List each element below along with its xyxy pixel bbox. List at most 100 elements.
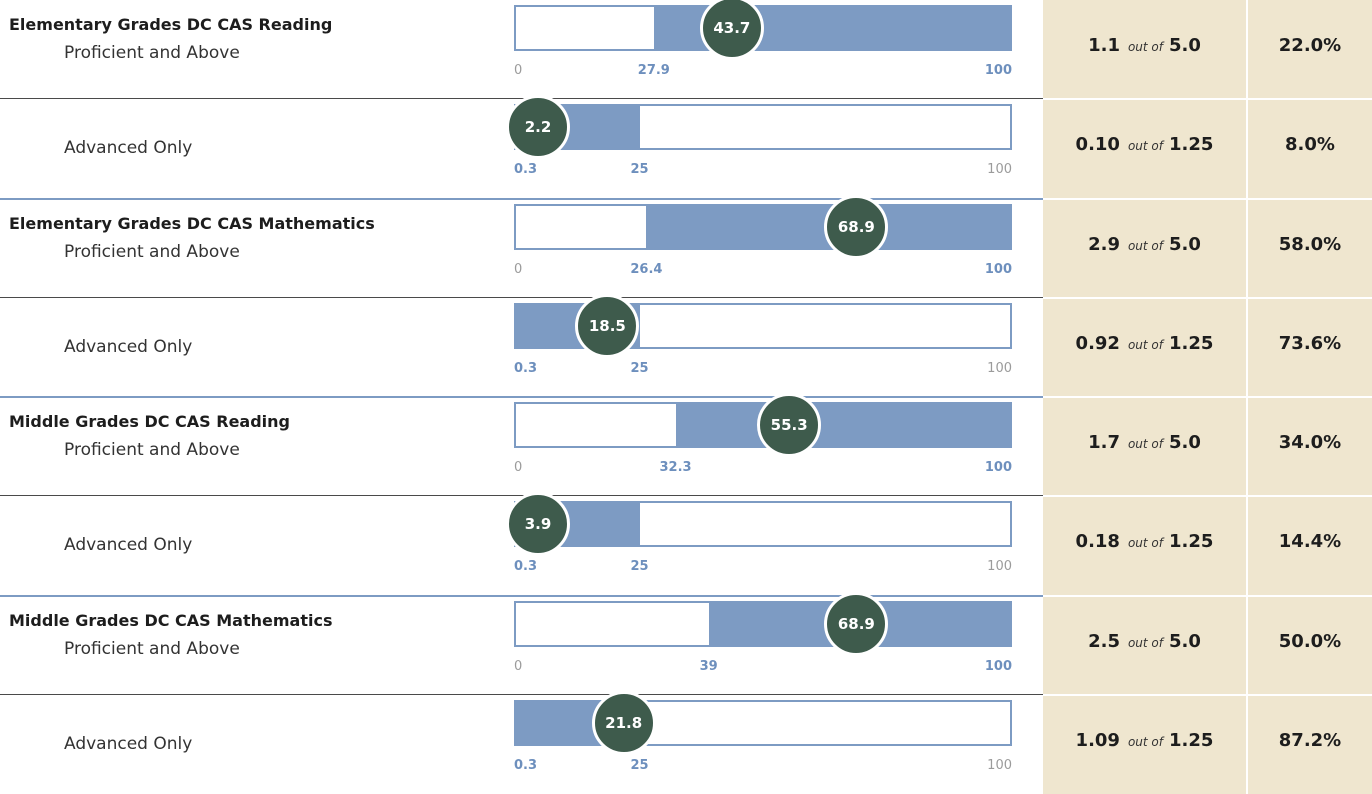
value-bubble: 68.9	[824, 194, 889, 259]
points-max: 1.25	[1169, 729, 1214, 751]
percent-score: 22.0%	[1278, 35, 1342, 56]
points-max: 1.25	[1169, 531, 1214, 553]
value-bubble: 21.8	[591, 690, 656, 755]
tick-label: 25	[630, 162, 649, 178]
out-of-label: out of	[1127, 536, 1164, 551]
points-max: 5.0	[1169, 432, 1201, 453]
points-max: 5.0	[1169, 35, 1201, 56]
bar-frame	[514, 699, 1012, 746]
group-title: Elementary Grades DC CAS Mathematics	[9, 213, 375, 233]
points-score: 1.1 out of 5.0	[1043, 35, 1246, 56]
bar-frame	[514, 203, 1012, 250]
points-score: 0.10 out of 1.25	[1043, 134, 1246, 155]
out-of-label: out of	[1127, 437, 1164, 451]
row-separator	[0, 396, 1043, 398]
row-separator	[0, 693, 1043, 695]
score-row-separator	[1043, 693, 1372, 696]
metric-label: Proficient and Above	[64, 440, 240, 460]
tick-label: 0.3	[514, 757, 538, 773]
points-score: 1.09 out of 1.25	[1043, 730, 1246, 751]
points-value: 1.7	[1088, 432, 1120, 453]
score-row-separator	[1043, 296, 1372, 299]
score-row-separator	[1043, 594, 1372, 597]
tick-label: 0	[514, 658, 523, 674]
tick-label: 25	[630, 360, 649, 376]
tick-label: 100	[987, 162, 1012, 178]
value-bubble: 2.2	[506, 95, 570, 160]
points-score: 2.5 out of 5.0	[1043, 631, 1246, 652]
group-title: Middle Grades DC CAS Reading	[9, 412, 290, 431]
tick-label: 0	[514, 460, 523, 475]
points-value: 1.09	[1075, 729, 1120, 751]
value-bubble: 18.5	[575, 293, 640, 358]
percent-score: 34.0%	[1278, 432, 1342, 453]
bar-fill	[675, 404, 1010, 446]
points-score: 0.18 out of 1.25	[1043, 531, 1246, 552]
tick-label: 100	[987, 559, 1012, 575]
tick-label: 0.3	[514, 162, 538, 178]
score-row-separator	[1043, 197, 1372, 200]
out-of-label: out of	[1127, 139, 1164, 154]
tick-label: 0	[514, 63, 523, 78]
percent-score: 14.4%	[1278, 531, 1342, 553]
tick-label: 39	[699, 658, 718, 674]
metric-label: Advanced Only	[64, 138, 193, 159]
percent-score: 58.0%	[1278, 233, 1342, 255]
points-value: 0.18	[1075, 531, 1120, 553]
group-title: Middle Grades DC CAS Mathematics	[9, 610, 333, 630]
bar-frame	[514, 600, 1012, 647]
tick-label: 100	[984, 658, 1012, 674]
tick-label: 100	[987, 757, 1012, 773]
score-row-separator	[1043, 396, 1372, 398]
tick-label: 27.9	[637, 63, 670, 78]
points-max: 1.25	[1169, 332, 1214, 354]
tick-label: 100	[984, 460, 1012, 475]
tick-label: 25	[630, 559, 649, 575]
metric-label: Advanced Only	[64, 535, 193, 556]
row-separator	[0, 296, 1043, 298]
out-of-label: out of	[1127, 238, 1164, 253]
points-score: 2.9 out of 5.0	[1043, 234, 1246, 255]
out-of-label: out of	[1127, 635, 1164, 650]
value-bubble: 55.3	[757, 393, 822, 457]
out-of-label: out of	[1127, 734, 1164, 749]
metric-label: Advanced Only	[64, 733, 193, 754]
points-value: 2.5	[1088, 630, 1120, 652]
bar-frame	[514, 501, 1012, 548]
tick-label: 100	[984, 261, 1012, 277]
tick-label: 32.3	[659, 460, 692, 475]
tick-label: 26.4	[630, 261, 663, 277]
metric-label: Proficient and Above	[64, 241, 240, 262]
value-bubble: 3.9	[506, 492, 570, 557]
points-value: 0.92	[1075, 332, 1120, 354]
percent-score: 73.6%	[1278, 332, 1342, 354]
points-max: 5.0	[1169, 233, 1201, 255]
out-of-label: out of	[1127, 40, 1164, 54]
points-value: 1.1	[1088, 35, 1120, 56]
points-value: 0.10	[1075, 134, 1120, 156]
percent-score: 8.0%	[1285, 134, 1335, 156]
points-max: 1.25	[1169, 134, 1214, 156]
score-row-separator	[1043, 495, 1372, 498]
metric-label: Proficient and Above	[64, 638, 240, 659]
points-max: 5.0	[1169, 630, 1201, 652]
row-separator	[0, 197, 1043, 200]
points-score: 1.7 out of 5.0	[1043, 432, 1246, 453]
points-score: 0.92 out of 1.25	[1043, 333, 1246, 354]
score-row-separator	[1043, 98, 1372, 101]
row-separator	[0, 594, 1043, 597]
value-bubble: 68.9	[824, 591, 889, 656]
tick-label: 100	[987, 360, 1012, 376]
bar-frame	[514, 104, 1012, 151]
value-bubble: 43.7	[699, 0, 764, 60]
out-of-label: out of	[1127, 337, 1164, 352]
tick-label: 0.3	[514, 559, 538, 575]
tick-label: 0.3	[514, 360, 538, 376]
metric-label: Advanced Only	[64, 336, 193, 357]
metric-label: Proficient and Above	[64, 43, 240, 63]
tick-label: 100	[984, 63, 1012, 78]
percent-score: 50.0%	[1278, 630, 1342, 652]
tick-label: 0	[514, 261, 523, 277]
points-value: 2.9	[1088, 233, 1120, 255]
percent-score: 87.2%	[1278, 729, 1342, 751]
